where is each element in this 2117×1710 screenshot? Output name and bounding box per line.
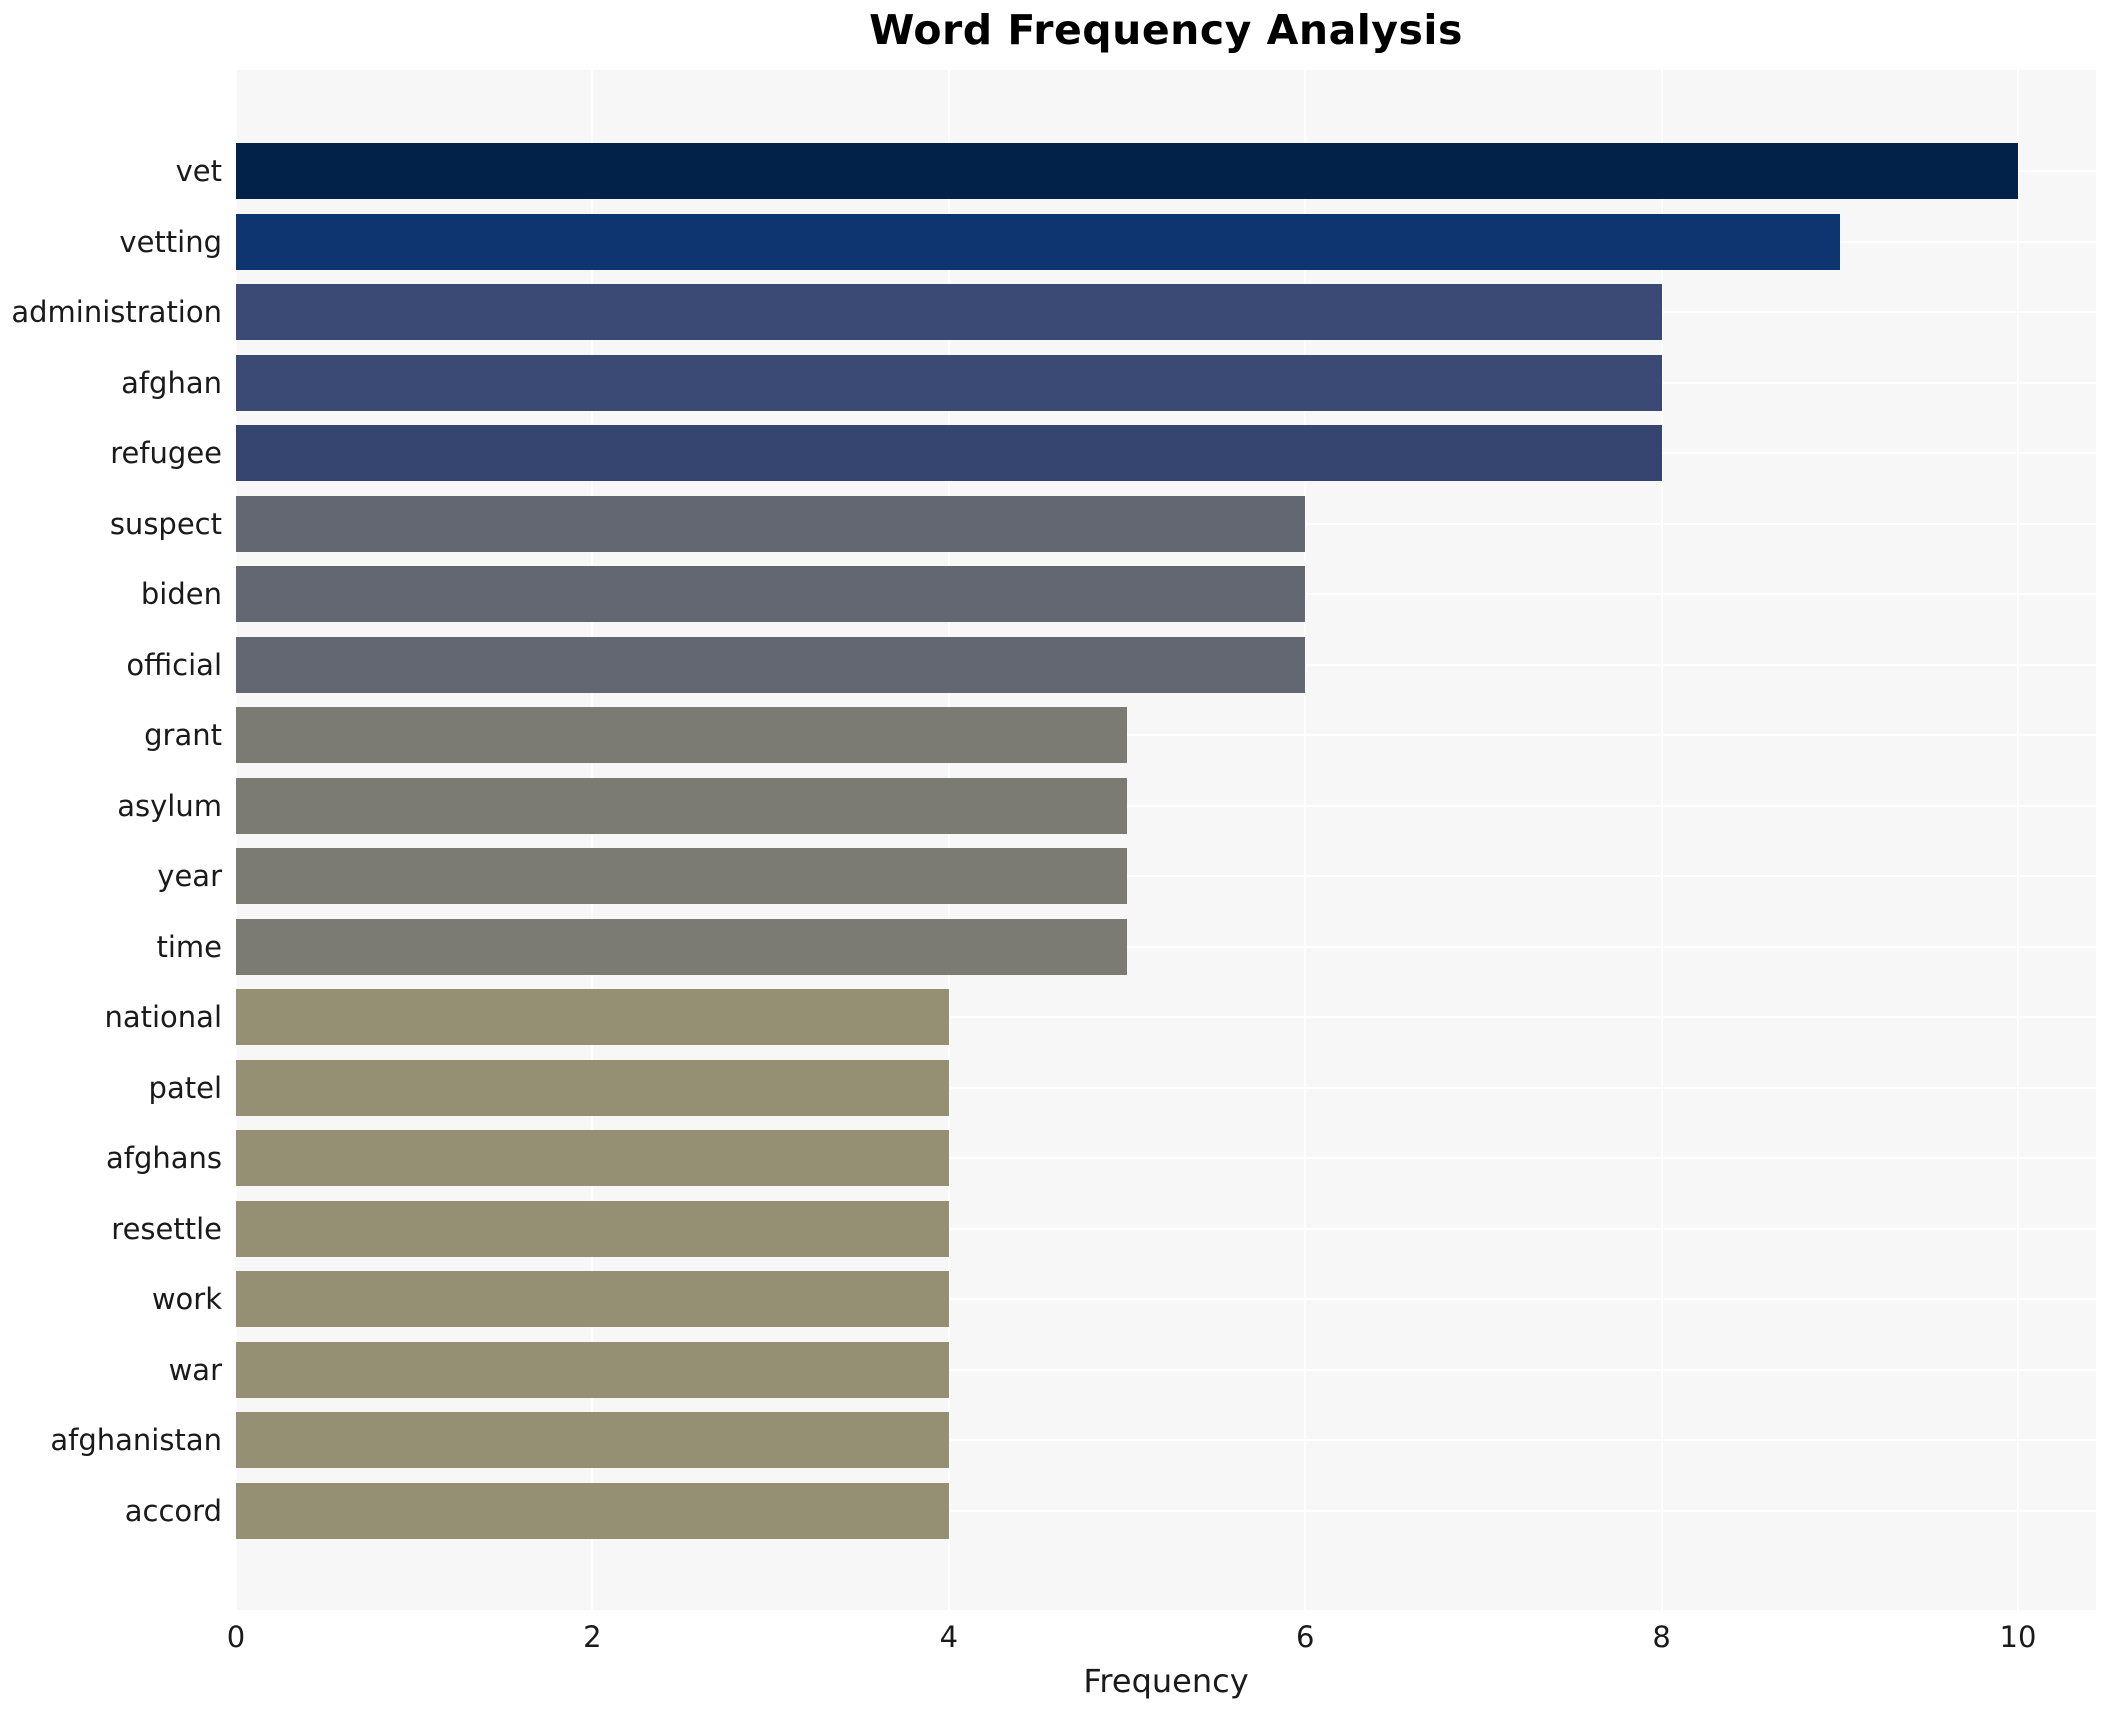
bar-afghanistan <box>236 1412 949 1468</box>
category-label-patel: patel <box>148 1070 222 1105</box>
vertical-gridline <box>1660 70 1663 1610</box>
bar-afghan <box>236 354 1662 411</box>
bar-asylum <box>236 777 1127 834</box>
bar-grant <box>236 707 1127 763</box>
vertical-gridline <box>591 70 594 1610</box>
category-label-refugee: refugee <box>110 436 222 470</box>
horizontal-gridline <box>236 804 2096 807</box>
bar-work <box>236 1271 949 1327</box>
bar-refugee <box>236 425 1662 481</box>
horizontal-gridline <box>236 1086 2096 1089</box>
x-tick-label-2: 2 <box>583 1620 602 1654</box>
x-tick-label-6: 6 <box>1295 1620 1315 1654</box>
bar-time <box>236 918 1127 975</box>
category-label-vet: vet <box>175 154 222 188</box>
bar-war <box>236 1341 949 1398</box>
horizontal-gridline <box>236 1368 2096 1371</box>
bar-afghans <box>236 1130 949 1186</box>
vertical-gridline <box>947 70 950 1610</box>
x-axis-label: Frequency <box>1083 1662 1249 1700</box>
horizontal-gridline <box>236 1157 2096 1159</box>
bar-year <box>236 848 1127 904</box>
x-tick-label-0: 0 <box>226 1620 246 1654</box>
category-label-work: work <box>151 1282 222 1316</box>
horizontal-gridline <box>236 1439 2096 1441</box>
bar-accord <box>236 1482 949 1539</box>
category-label-time: time <box>156 929 222 964</box>
bar-official <box>236 636 1306 693</box>
x-tick-label-4: 4 <box>939 1620 959 1654</box>
bar-national <box>236 989 949 1045</box>
chart-title: Word Frequency Analysis <box>869 6 1463 54</box>
vertical-gridline <box>1304 70 1307 1610</box>
category-label-grant: grant <box>144 718 222 752</box>
horizontal-gridline <box>236 734 2096 736</box>
horizontal-gridline <box>236 945 2096 948</box>
category-label-administration: administration <box>11 295 222 329</box>
horizontal-gridline <box>236 875 2096 877</box>
category-label-resettle: resettle <box>111 1211 222 1246</box>
category-label-suspect: suspect <box>109 506 222 541</box>
category-label-afghanistan: afghanistan <box>50 1423 222 1457</box>
horizontal-gridline <box>236 1016 2096 1018</box>
category-label-afghan: afghan <box>121 365 222 400</box>
horizontal-gridline <box>236 1509 2096 1512</box>
bar-suspect <box>236 495 1306 552</box>
category-label-year: year <box>157 859 222 893</box>
vertical-gridline <box>2017 70 2019 1610</box>
bar-patel <box>236 1059 949 1116</box>
bar-administration <box>236 284 1662 340</box>
horizontal-gridline <box>236 1298 2096 1300</box>
bar-vetting <box>236 213 1840 270</box>
bar-biden <box>236 566 1306 622</box>
x-tick-label-10: 10 <box>1999 1620 2037 1654</box>
category-label-accord: accord <box>124 1493 222 1528</box>
vertical-gridline <box>235 70 237 1610</box>
category-label-afghans: afghans <box>105 1141 222 1175</box>
category-label-biden: biden <box>140 577 222 611</box>
horizontal-gridline <box>236 1227 2096 1230</box>
plot-area <box>235 70 2096 1610</box>
category-label-war: war <box>168 1352 222 1387</box>
category-label-official: official <box>126 647 222 682</box>
bar-vet <box>236 143 2018 199</box>
bar-resettle <box>236 1200 949 1257</box>
category-label-national: national <box>104 1000 222 1034</box>
category-label-asylum: asylum <box>117 788 222 823</box>
category-label-vetting: vetting <box>119 224 222 259</box>
x-tick-label-8: 8 <box>1652 1620 1671 1654</box>
